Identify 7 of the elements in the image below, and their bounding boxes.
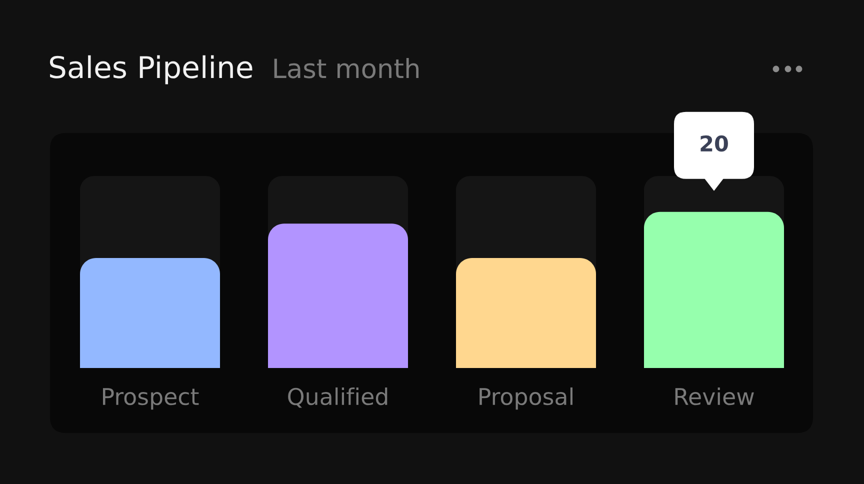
- x-tick-label: Qualified: [288, 387, 388, 408]
- x-tick-label: Review: [675, 387, 754, 406]
- x-tick-label: Proposal: [480, 387, 572, 410]
- chart-subtitle: Last month: [274, 58, 419, 78]
- chart-title: Sales Pipeline: [50, 55, 252, 84]
- x-tick-label: Prospect: [102, 388, 199, 410]
- data-label: 20: [700, 135, 728, 152]
